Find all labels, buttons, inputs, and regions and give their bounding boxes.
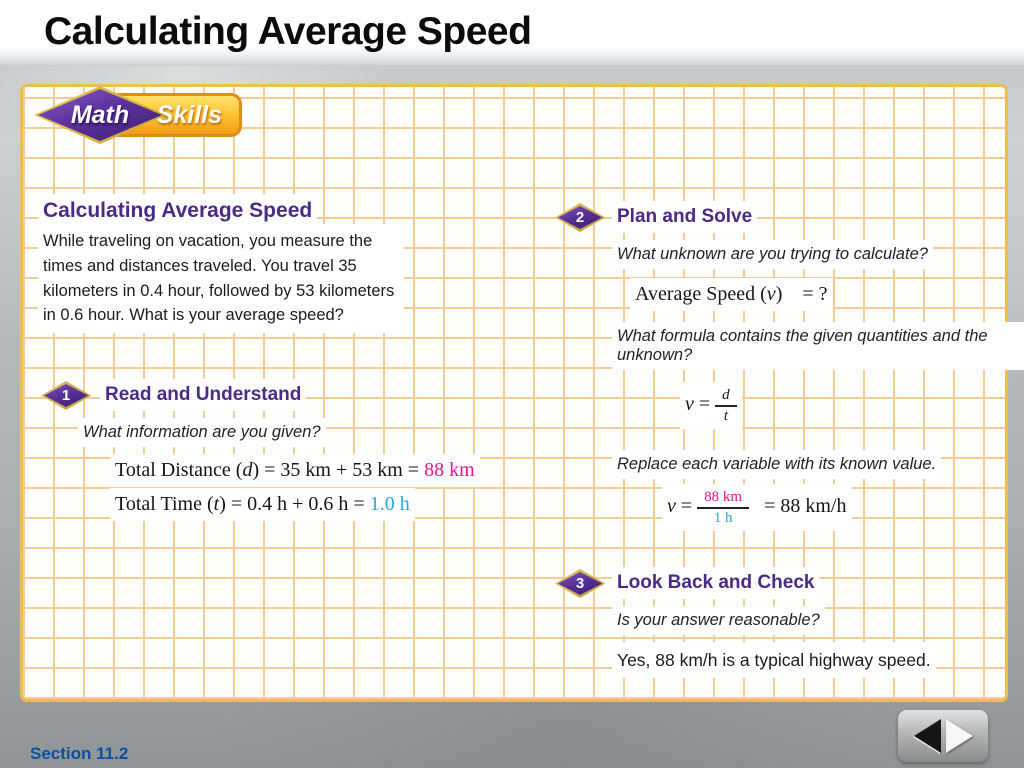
step-3-question: Is your answer reasonable? [617,611,820,630]
time-expression: ) = 0.4 h + 0.6 h = [219,493,370,515]
step-2-badge: 2 [555,203,605,232]
step-3-badge: 3 [555,569,605,598]
math-label: Math [70,100,130,129]
subst-fraction: 88 km 1 h [697,489,750,526]
subst-result: = 88 km/h [764,495,847,518]
total-time-equation: Total Time (t) = 0.4 h + 0.6 h = 1.0 h [115,493,410,516]
formula-fraction: d t [715,387,737,424]
slide-title: Calculating Average Speed [44,10,532,53]
formula-numerator: d [715,387,737,407]
math-skills-panel: Calculating Average Speed While travelin… [20,84,1024,702]
step-1-title: Read and Understand [105,384,302,406]
step-2-question-formula: What formula contains the given quantiti… [617,327,1024,365]
speed-formula: v = d t [685,387,737,424]
step-2-number: 2 [558,206,602,229]
time-result: 1.0 h [369,493,410,515]
avg-speed-label: Average Speed ( [635,283,767,305]
substitution-equation: v = 88 km 1 h = 88 km/h [667,489,847,526]
avg-speed-variable: v [766,283,776,305]
section-label: Section 11.2 [30,744,129,763]
time-label: Total Time ( [115,493,214,515]
total-distance-equation: Total Distance (d) = 35 km + 53 km = 88 … [115,459,475,482]
problem-statement: While traveling on vacation, you measure… [43,229,399,328]
step-2-question-unknown: What unknown are you trying to calculate… [617,245,928,264]
formula-denominator: t [723,407,728,424]
slide-title-bar: Calculating Average Speed [0,0,1024,66]
skills-label: Skills [156,100,222,129]
step-3-number: 3 [558,572,602,595]
step-3-title: Look Back and Check [617,572,815,594]
step-2-replace-instruction: Replace each variable with its known val… [617,455,937,474]
average-speed-line: Average Speed (v) = ? [635,283,828,306]
step-1-badge: 1 [41,381,91,410]
distance-result: 88 km [424,459,475,481]
nav-back-button[interactable] [913,719,941,753]
distance-label: Total Distance ( [115,459,243,481]
formula-equals: = [698,393,711,416]
avg-speed-equals-unknown: = ? [802,283,828,305]
problem-heading: Calculating Average Speed [43,199,313,223]
step-1-question: What information are you given? [83,423,321,442]
nav-forward-button[interactable] [945,719,973,753]
step-3-answer: Yes, 88 km/h is a typical highway speed. [617,647,931,674]
formula-lhs: v [685,393,694,416]
slide-nav [898,710,988,762]
subst-equals: = [680,495,693,518]
subst-lhs: v [667,495,676,518]
avg-speed-label-close: ) [775,283,783,305]
step-2-title: Plan and Solve [617,206,753,228]
subst-denominator: 1 h [713,509,733,526]
step-1-number: 1 [44,384,88,407]
time-variable: t [213,493,220,515]
subst-numerator: 88 km [697,489,750,509]
distance-expression: ) = 35 km + 53 km = [252,459,425,481]
math-skills-badge: Skills Math [34,86,244,144]
distance-variable: d [242,459,253,481]
